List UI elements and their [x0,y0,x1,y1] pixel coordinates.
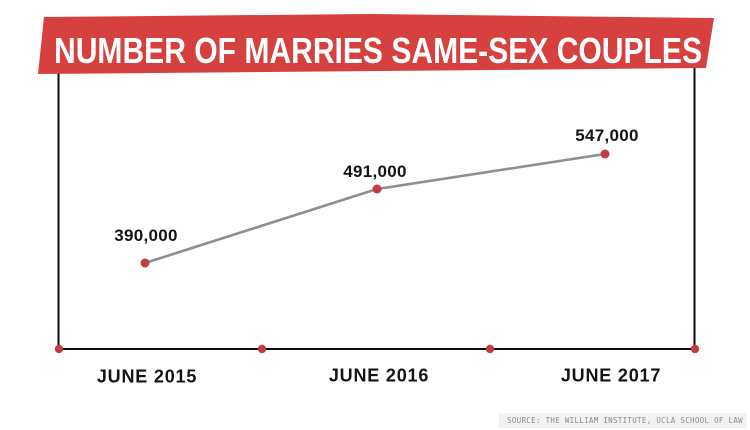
data-point-2017 [600,149,610,159]
axis-dot-1 [54,344,64,354]
x-label-june-2016: JUNE 2016 [328,365,430,386]
chart-title: NUMBER OF MARRIES SAME-SEX COUPLES [54,30,702,71]
data-point-2016 [372,184,382,194]
title-ribbon [38,14,714,74]
value-label-2015: 390,000 [114,226,178,245]
x-label-june-2015: JUNE 2015 [96,366,198,387]
axis-dot-2 [257,344,267,354]
data-point-2015 [140,258,150,268]
value-label-2016: 491,000 [343,162,407,181]
axis-dot-4 [690,344,700,354]
chart-frame [57,44,696,350]
axis-dot-3 [485,344,495,354]
x-label-june-2017: JUNE 2017 [560,365,662,386]
value-label-2017: 547,000 [575,126,639,145]
source-attribution: SOURCE: THE WILLIAM INSTITUTE, UCLA SCHO… [499,413,747,428]
